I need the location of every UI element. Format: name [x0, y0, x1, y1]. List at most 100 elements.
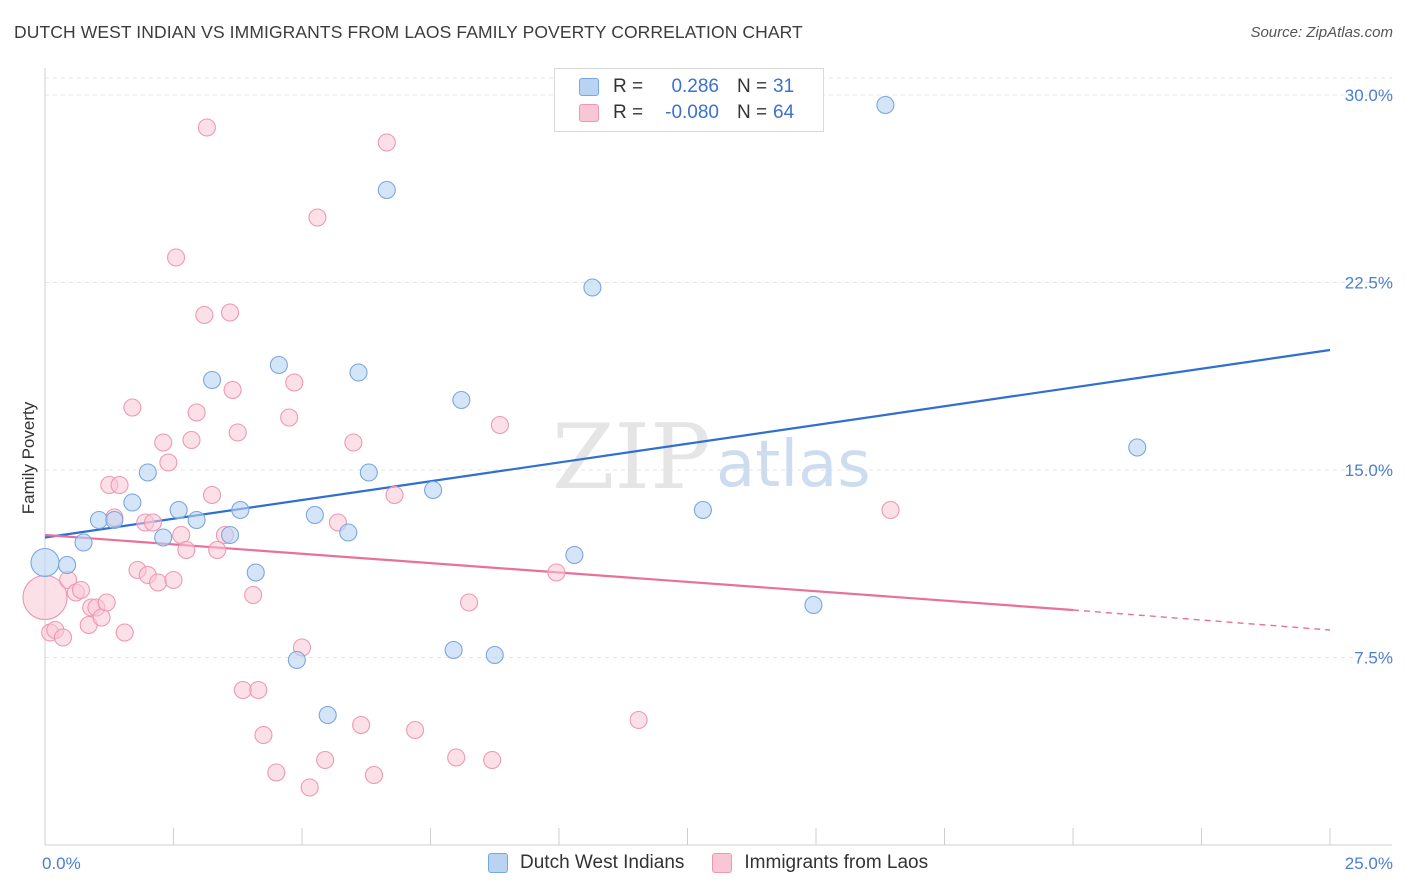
data-point-immigrants-from-laos [53, 628, 73, 647]
legend-swatch-pink [579, 104, 599, 122]
data-point-dutch-west-indians [187, 510, 206, 530]
data-point-immigrants-from-laos [164, 570, 183, 590]
y-tick-label: 7.5% [1354, 649, 1393, 668]
data-point-dutch-west-indians [220, 525, 240, 545]
data-point-dutch-west-indians [203, 370, 222, 390]
bottom-legend-item-immigrants-from-laos: Immigrants from Laos [712, 852, 928, 874]
data-point-dutch-west-indians [123, 493, 142, 512]
data-point-dutch-west-indians [246, 563, 265, 582]
data-point-immigrants-from-laos [447, 748, 466, 767]
y-tick-label: 22.5% [1345, 274, 1393, 293]
watermark-atlas: atlas [716, 428, 871, 502]
tick-labels: 7.5% 15.0% 22.5% 30.0% 0.0% 25.0% [42, 86, 1393, 873]
legend-row-blue: R = 0.286 N = 31 [579, 75, 794, 99]
x-tick-label: 25.0% [1345, 854, 1393, 873]
y-tick-label: 15.0% [1345, 461, 1393, 480]
data-point-dutch-west-indians [359, 463, 378, 482]
data-point-dutch-west-indians [305, 505, 324, 525]
legend-row-pink: R = -0.080 N = 64 [579, 101, 794, 125]
data-point-immigrants-from-laos [92, 608, 111, 627]
bottom-legend-label: Dutch West Indians [520, 852, 685, 873]
series-dutch-west-indians [30, 95, 1147, 725]
data-point-immigrants-from-laos [344, 433, 363, 452]
legend-n-value: 64 [773, 102, 795, 123]
data-point-dutch-west-indians [105, 510, 124, 530]
data-point-immigrants-from-laos [233, 680, 252, 700]
legend-r-label: R = [613, 102, 644, 123]
data-point-dutch-west-indians [349, 363, 368, 382]
bottom-legend-label: Immigrants from Laos [744, 852, 929, 873]
data-point-immigrants-from-laos [220, 303, 240, 322]
trend-line-dutch-west-indians [44, 348, 1331, 539]
bottom-legend-swatch-blue [488, 853, 508, 873]
legend-n-label: N = [737, 102, 768, 123]
data-point-dutch-west-indians [89, 510, 109, 530]
data-point-immigrants-from-laos [244, 585, 263, 605]
data-point-dutch-west-indians [74, 533, 93, 552]
data-point-dutch-west-indians [583, 278, 602, 297]
legend-n-value: 31 [773, 76, 795, 97]
data-point-immigrants-from-laos [267, 763, 286, 782]
data-point-immigrants-from-laos [172, 525, 191, 545]
data-point-immigrants-from-laos [490, 415, 509, 435]
data-point-dutch-west-indians [565, 545, 584, 565]
chart-title: DUTCH WEST INDIAN VS IMMIGRANTS FROM LAO… [14, 22, 803, 42]
data-point-dutch-west-indians [452, 390, 471, 410]
data-point-immigrants-from-laos [203, 485, 222, 505]
bottom-legend: Dutch West Indians Immigrants from Laos [488, 852, 956, 874]
data-point-immigrants-from-laos [110, 475, 129, 495]
data-point-immigrants-from-laos [149, 573, 168, 592]
data-point-immigrants-from-laos [223, 380, 242, 400]
data-point-immigrants-from-laos [285, 373, 304, 392]
trend-line-immigrants-from-laos-extension [1072, 609, 1331, 631]
data-point-dutch-west-indians [339, 523, 358, 542]
data-point-immigrants-from-laos [143, 513, 162, 532]
data-point-immigrants-from-laos [881, 500, 900, 520]
watermark: ZIP atlas [552, 405, 871, 510]
source-credit: Source: ZipAtlas.com [1250, 24, 1393, 41]
legend-n-label: N = [737, 76, 768, 97]
data-point-immigrants-from-laos [377, 133, 396, 152]
data-point-dutch-west-indians [1128, 438, 1147, 457]
data-point-immigrants-from-laos [483, 750, 502, 770]
data-point-immigrants-from-laos [249, 680, 268, 700]
data-point-immigrants-from-laos [208, 540, 227, 560]
data-point-dutch-west-indians [318, 705, 337, 725]
data-point-immigrants-from-laos [154, 433, 173, 452]
data-point-immigrants-from-laos [228, 423, 247, 442]
y-axis-label: Family Poverty [19, 401, 38, 514]
data-point-dutch-west-indians [58, 555, 77, 575]
data-point-immigrants-from-laos [115, 623, 134, 642]
data-point-immigrants-from-laos [187, 403, 206, 422]
data-point-immigrants-from-laos [167, 248, 186, 267]
data-point-dutch-west-indians [693, 500, 712, 520]
data-point-immigrants-from-laos [123, 398, 142, 417]
data-point-dutch-west-indians [444, 640, 463, 660]
data-point-immigrants-from-laos [197, 118, 216, 137]
data-point-dutch-west-indians [169, 500, 188, 520]
data-point-dutch-west-indians [30, 547, 60, 578]
data-point-immigrants-from-laos [547, 563, 566, 582]
data-point-immigrants-from-laos [254, 725, 273, 745]
legend-r-label: R = [613, 76, 644, 97]
data-point-dutch-west-indians [377, 180, 396, 200]
bottom-legend-item-dutch-west-indians: Dutch West Indians [488, 852, 684, 874]
legend-swatch-blue [579, 78, 599, 96]
data-point-immigrants-from-laos [280, 408, 299, 427]
data-point-immigrants-from-laos [385, 485, 404, 505]
series-immigrants-from-laos [22, 118, 900, 797]
watermark-zip: ZIP [552, 405, 711, 510]
axes [44, 68, 1392, 846]
data-point-dutch-west-indians [154, 528, 173, 547]
data-point-immigrants-from-laos [352, 715, 371, 735]
data-point-dutch-west-indians [138, 463, 157, 482]
bottom-legend-swatch-pink [712, 853, 733, 873]
data-point-immigrants-from-laos [159, 453, 178, 472]
x-tick-label: 0.0% [42, 854, 81, 873]
data-point-dutch-west-indians [424, 480, 443, 500]
legend: R = 0.286 N = 31 R = -0.080 N = 64 [554, 68, 824, 132]
data-point-immigrants-from-laos [300, 778, 319, 797]
data-point-immigrants-from-laos [459, 593, 479, 612]
data-point-immigrants-from-laos [629, 710, 648, 730]
